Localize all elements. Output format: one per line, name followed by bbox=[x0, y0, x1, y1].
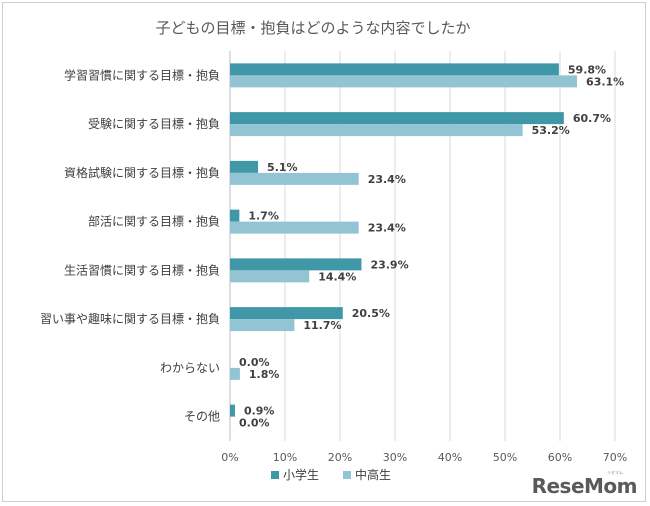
data-label: 11.7% bbox=[303, 319, 341, 332]
category-label: 学習習慣に関する目標・抱負 bbox=[64, 67, 220, 82]
x-tick-label: 70% bbox=[603, 451, 627, 464]
data-label: 23.9% bbox=[370, 258, 408, 271]
chart-frame: 子どもの目標・抱負はどのような内容でしたか 59.8% 63.1% 60.7% 53.… bbox=[2, 2, 646, 502]
category-label: 部活に関する目標・抱負 bbox=[88, 214, 220, 229]
x-tick-labels: 0% 10% 20% 30% 40% 50% 60% 70% bbox=[221, 451, 627, 464]
data-label: 0.0% bbox=[239, 417, 270, 430]
bar bbox=[230, 319, 295, 332]
data-label: 23.4% bbox=[368, 173, 406, 186]
data-label: 0.0% bbox=[239, 356, 270, 369]
bar bbox=[230, 75, 578, 88]
category-label: 受験に関する目標・抱負 bbox=[88, 116, 220, 131]
bar bbox=[230, 172, 359, 185]
legend-swatch bbox=[271, 471, 279, 479]
logo: ReseMom リセマム bbox=[532, 470, 638, 498]
data-label: 0.9% bbox=[244, 405, 275, 418]
legend-label: 中高生 bbox=[355, 467, 391, 482]
chart-title: 子どもの目標・抱負はどのような内容でしたか bbox=[155, 19, 470, 37]
legend: 小学生 中高生 bbox=[271, 467, 391, 482]
data-label: 14.4% bbox=[318, 270, 356, 283]
bar bbox=[230, 307, 343, 320]
x-tick-label: 30% bbox=[383, 451, 407, 464]
data-label: 20.5% bbox=[352, 307, 390, 320]
x-tick-label: 20% bbox=[328, 451, 352, 464]
logo-subtext: リセマム bbox=[607, 470, 623, 475]
category-label: 生活習慣に関する目標・抱負 bbox=[64, 262, 220, 277]
x-tick-label: 0% bbox=[221, 451, 238, 464]
data-label: 1.8% bbox=[249, 368, 280, 381]
bar bbox=[230, 124, 523, 137]
bar bbox=[230, 160, 259, 173]
data-label: 5.1% bbox=[267, 161, 298, 174]
data-label: 63.1% bbox=[586, 75, 624, 88]
bar bbox=[230, 221, 359, 234]
x-tick-label: 10% bbox=[273, 451, 297, 464]
chart-canvas: 子どもの目標・抱負はどのような内容でしたか 59.8%63.1% 60.7%53.… bbox=[40, 19, 638, 498]
data-label: 60.7% bbox=[573, 112, 611, 125]
x-tick-label: 40% bbox=[438, 451, 462, 464]
bar bbox=[230, 112, 564, 125]
data-label: 53.2% bbox=[532, 124, 570, 137]
data-label: 1.7% bbox=[248, 210, 279, 223]
data-label: 23.4% bbox=[368, 222, 406, 235]
bar bbox=[230, 404, 235, 417]
legend-label: 小学生 bbox=[283, 467, 319, 482]
x-tick-label: 50% bbox=[493, 451, 517, 464]
legend-swatch bbox=[343, 471, 351, 479]
bar bbox=[230, 258, 362, 271]
bar bbox=[230, 209, 240, 222]
category-labels: 学習習慣に関する目標・抱負受験に関する目標・抱負資格試験に関する目標・抱負部活に… bbox=[40, 67, 220, 423]
bars: 59.8%63.1% 60.7%53.2% 5.1% 23.4% 1.7% 23.4% 23… bbox=[230, 63, 624, 430]
category-label: その他 bbox=[184, 410, 220, 424]
bar bbox=[230, 63, 559, 76]
bar bbox=[230, 270, 310, 283]
data-label: 59.8% bbox=[568, 63, 606, 76]
category-label: 習い事や趣味に関する目標・抱負 bbox=[40, 311, 220, 326]
x-tick-label: 60% bbox=[548, 451, 572, 464]
category-label: わからない bbox=[160, 361, 220, 375]
category-label: 資格試験に関する目標・抱負 bbox=[64, 165, 220, 180]
grid-lines bbox=[229, 51, 616, 441]
logo-text: ReseMom bbox=[532, 474, 637, 498]
bar bbox=[230, 367, 240, 380]
